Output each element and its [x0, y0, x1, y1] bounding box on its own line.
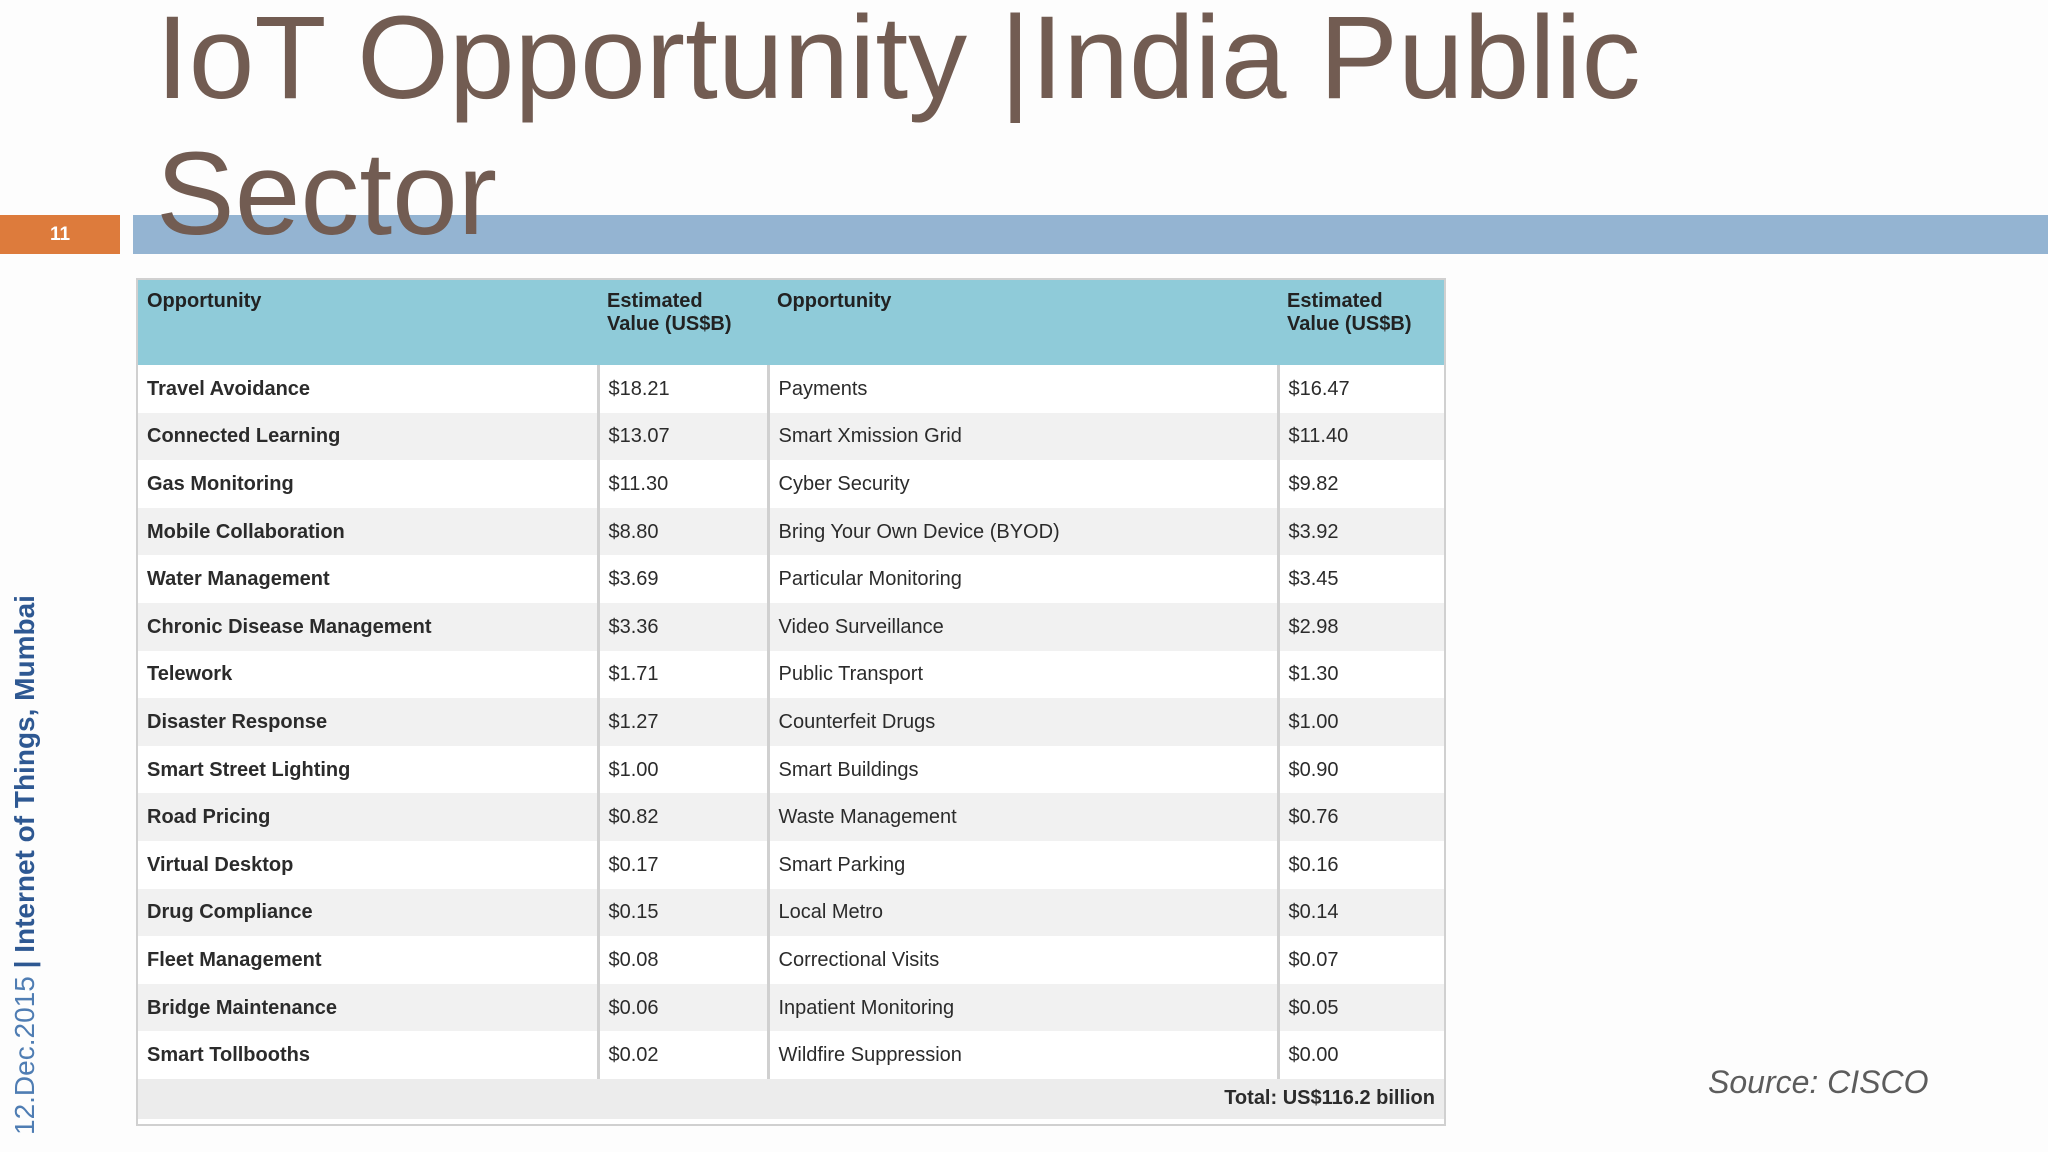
- table-row: Fleet Management $0.08 Correctional Visits…: [138, 936, 1444, 984]
- cell-opportunity-right: Cyber Security: [768, 460, 1280, 508]
- cell-opportunity-left: Bridge Maintenance: [138, 983, 600, 1032]
- table-row: Mobile Collaboration $8.80 Bring Your Own …: [138, 507, 1444, 556]
- cell-value-right: $9.82: [1288, 472, 1339, 495]
- cell-opportunity-left: Gas Monitoring: [138, 460, 600, 508]
- header-value-1: Estimated Value (US$B): [598, 280, 768, 365]
- table-row: Virtual Desktop $0.17 Smart Parking $0.16: [138, 840, 1444, 889]
- table-total-row: Total: US$116.2 billion: [138, 1078, 1444, 1119]
- side-date: 12.Dec.2015: [9, 968, 40, 1135]
- cell-value-right: $16.47: [1288, 377, 1350, 400]
- cell-opportunity-right: Smart Parking: [768, 840, 1280, 889]
- cell-opportunity-left: Chronic Disease Management: [138, 602, 600, 651]
- cell-value-right: $3.45: [1288, 568, 1339, 591]
- table-row: Water Management $3.69 Particular Monitori…: [138, 555, 1444, 603]
- cell-value-right: $0.00: [1288, 1044, 1339, 1067]
- table-row: Gas Monitoring $11.30 Cyber Security $9.82: [138, 460, 1444, 508]
- table-row: Smart Street Lighting $1.00 Smart Building…: [138, 745, 1444, 794]
- cell-value-left: $0.82: [598, 793, 770, 841]
- cell-value-left: $0.02: [598, 1031, 770, 1079]
- table-row: Disaster Response $1.27 Counterfeit Drugs $…: [138, 698, 1444, 746]
- cell-opportunity-right: Counterfeit Drugs: [768, 698, 1280, 746]
- cell-value-right: $0.07: [1288, 948, 1339, 971]
- cell-value-left: $13.07: [598, 412, 770, 461]
- cell-value-left: $0.15: [598, 888, 770, 937]
- cell-value-right: $11.40: [1278, 412, 1444, 461]
- cell-opportunity-right: Payments: [768, 365, 1280, 413]
- table-row: Telework $1.71 Public Transport $1.30: [138, 650, 1444, 699]
- cell-value-right: $0.16: [1288, 853, 1339, 876]
- header-opportunity-2: Opportunity: [768, 280, 1278, 365]
- cell-value-right: $3.92: [1278, 507, 1444, 556]
- table-row: Drug Compliance $0.15 Local Metro $0.14: [138, 888, 1444, 937]
- cell-value-left: $3.36: [598, 602, 770, 651]
- table-row: Connected Learning $13.07 Smart Xmission G…: [138, 412, 1444, 461]
- cell-value-left: $8.80: [598, 507, 770, 556]
- cell-value-right: $0.14: [1278, 888, 1444, 937]
- table-row: Travel Avoidance $18.21 Payments $16.47: [138, 365, 1444, 413]
- cell-opportunity-right: Inpatient Monitoring: [768, 983, 1280, 1032]
- cell-value-left: $11.30: [598, 460, 770, 508]
- slide-title: IoT Opportunity |India Public Sector: [156, 0, 1641, 260]
- cell-opportunity-left: Drug Compliance: [138, 888, 600, 937]
- cell-value-left: $1.27: [598, 698, 770, 746]
- cell-value-right: $0.90: [1288, 758, 1339, 781]
- cell-opportunity-left: Disaster Response: [138, 698, 600, 746]
- cell-opportunity-right: Video Surveillance: [768, 602, 1280, 651]
- cell-value-right: $1.00: [1278, 698, 1444, 746]
- header-opportunity-1: Opportunity: [138, 280, 598, 365]
- cell-opportunity-right: Correctional Visits: [768, 936, 1280, 984]
- cell-opportunity-right: Smart Xmission Grid: [768, 412, 1280, 461]
- cell-opportunity-left: Connected Learning: [138, 412, 600, 461]
- table-row: Chronic Disease Management $3.36 Video Sur…: [138, 602, 1444, 651]
- cell-opportunity-right: Particular Monitoring: [768, 555, 1280, 603]
- cell-value-left: $1.71: [598, 650, 770, 699]
- cell-opportunity-left: Smart Street Lighting: [138, 745, 600, 794]
- cell-opportunity-left: Virtual Desktop: [138, 840, 600, 889]
- table-row: Road Pricing $0.82 Waste Management $0.76: [138, 793, 1444, 841]
- cell-opportunity-left: Water Management: [138, 555, 600, 603]
- cell-value-left: $3.69: [598, 555, 770, 603]
- table-total: Total: US$116.2 billion: [138, 1078, 1444, 1119]
- table-header-row: Opportunity Estimated Value (US$B) Oppor…: [138, 280, 1444, 365]
- table-row: Smart Tollbooths $0.02 Wildfire Suppressio…: [138, 1031, 1444, 1079]
- cell-value-left: $0.06: [598, 983, 770, 1032]
- cell-opportunity-left: Mobile Collaboration: [138, 507, 600, 556]
- slide-number: 11: [0, 215, 120, 254]
- cell-opportunity-left: Travel Avoidance: [138, 365, 600, 413]
- cell-opportunity-right: Smart Buildings: [768, 745, 1280, 794]
- cell-value-right: $0.05: [1278, 983, 1444, 1032]
- title-bar: [133, 215, 2048, 254]
- cell-value-right: $2.98: [1278, 602, 1444, 651]
- cell-value-right: $0.76: [1278, 793, 1444, 841]
- cell-value-left: $0.08: [598, 936, 770, 984]
- table-row: Bridge Maintenance $0.06 Inpatient Monitor…: [138, 983, 1444, 1032]
- cell-value-left: $18.21: [598, 365, 770, 413]
- cell-opportunity-left: Telework: [138, 650, 600, 699]
- cell-value-left: $0.17: [598, 840, 770, 889]
- cell-opportunity-right: Waste Management: [768, 793, 1280, 841]
- cell-opportunity-right: Public Transport: [768, 650, 1280, 699]
- side-event: | Internet of Things, Mumbai: [9, 595, 40, 969]
- header-value-2: Estimated Value (US$B): [1278, 280, 1444, 365]
- cell-opportunity-left: Smart Tollbooths: [138, 1031, 600, 1079]
- cell-value-right: $1.30: [1288, 663, 1339, 686]
- cell-value-left: $1.00: [598, 745, 770, 794]
- source-note: Source: CISCO: [1708, 1064, 1929, 1100]
- cell-opportunity-left: Fleet Management: [138, 936, 600, 984]
- cell-opportunity-left: Road Pricing: [138, 793, 600, 841]
- cell-opportunity-right: Wildfire Suppression: [768, 1031, 1280, 1079]
- opportunity-table-grid: Opportunity Estimated Value (US$B) Oppor…: [138, 280, 1444, 1119]
- opportunity-table: Opportunity Estimated Value (US$B) Oppor…: [136, 278, 1446, 1126]
- side-footer: 12.Dec.2015 | Internet of Things, Mumbai: [9, 595, 40, 1135]
- cell-opportunity-right: Bring Your Own Device (BYOD): [768, 507, 1280, 556]
- cell-opportunity-right: Local Metro: [768, 888, 1280, 937]
